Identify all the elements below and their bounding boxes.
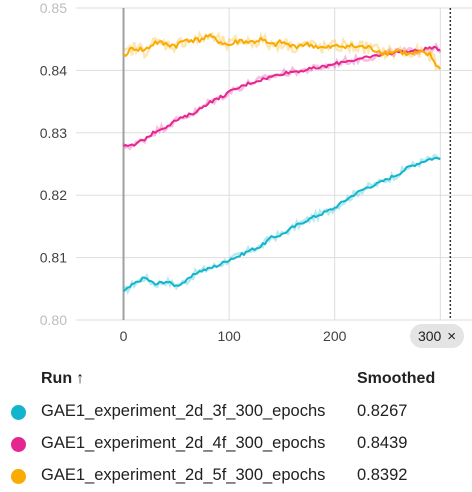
smoothed-value: 0.8267 bbox=[357, 402, 408, 420]
legend-table: Run ↑ Smoothed GAE1_experiment_2d_3f_300… bbox=[0, 364, 472, 492]
smoothed-column-header: Smoothed bbox=[357, 370, 436, 387]
y-tick-label: 0.83 bbox=[40, 125, 67, 141]
cursor-step-badge[interactable]: 300 × bbox=[410, 324, 464, 348]
legend-rows: GAE1_experiment_2d_3f_300_epochs 0.8267 GA… bbox=[0, 396, 472, 492]
legend-row[interactable]: GAE1_experiment_2d_4f_300_epochs 0.8439 bbox=[0, 428, 472, 460]
run-name: GAE1_experiment_2d_5f_300_epochs bbox=[41, 466, 326, 484]
sort-arrow-icon: ↑ bbox=[76, 370, 85, 387]
legend-row[interactable]: GAE1_experiment_2d_5f_300_epochs 0.8392 bbox=[0, 460, 472, 492]
grid-lines bbox=[76, 7, 472, 321]
series-line bbox=[122, 33, 442, 70]
smoothed-value: 0.8439 bbox=[357, 434, 408, 452]
series-line bbox=[122, 156, 441, 293]
series-line bbox=[123, 45, 441, 147]
x-axis-ticks: 0 100 200 bbox=[120, 328, 347, 344]
series-raw-line bbox=[122, 154, 441, 295]
close-icon[interactable]: × bbox=[447, 327, 457, 345]
series-color-dot bbox=[11, 469, 26, 484]
series-lines bbox=[122, 30, 442, 295]
run-header-label: Run bbox=[41, 370, 73, 387]
y-tick-label: 0.84 bbox=[40, 62, 67, 78]
line-chart: 0 100 200 0.81 0.82 0.83 0.84 0.80 0.85 bbox=[40, 0, 472, 344]
x-tick-label: 0 bbox=[120, 328, 128, 344]
series-raw-line bbox=[123, 30, 442, 72]
y-tick-label: 0.81 bbox=[40, 250, 67, 266]
run-column-header[interactable]: Run ↑ bbox=[41, 370, 84, 388]
x-tick-label: 100 bbox=[217, 328, 241, 344]
run-name: GAE1_experiment_2d_3f_300_epochs bbox=[41, 402, 326, 420]
series-color-dot bbox=[11, 405, 26, 420]
run-name: GAE1_experiment_2d_4f_300_epochs bbox=[41, 434, 326, 452]
series-color-dot bbox=[11, 437, 26, 452]
y-axis-ticks: 0.81 0.82 0.83 0.84 0.80 0.85 bbox=[40, 0, 67, 328]
y-tick-label-partial: 0.80 bbox=[40, 312, 67, 328]
smoothed-value: 0.8392 bbox=[357, 466, 408, 484]
y-tick-label-partial: 0.85 bbox=[40, 0, 67, 16]
cursor-step-label: 300 bbox=[417, 328, 442, 344]
x-tick-label: 200 bbox=[323, 328, 347, 344]
legend-row[interactable]: GAE1_experiment_2d_3f_300_epochs 0.8267 bbox=[0, 396, 472, 428]
y-tick-label: 0.82 bbox=[40, 187, 67, 203]
legend-header: Run ↑ Smoothed bbox=[0, 364, 472, 396]
series-raw-line bbox=[122, 42, 442, 151]
